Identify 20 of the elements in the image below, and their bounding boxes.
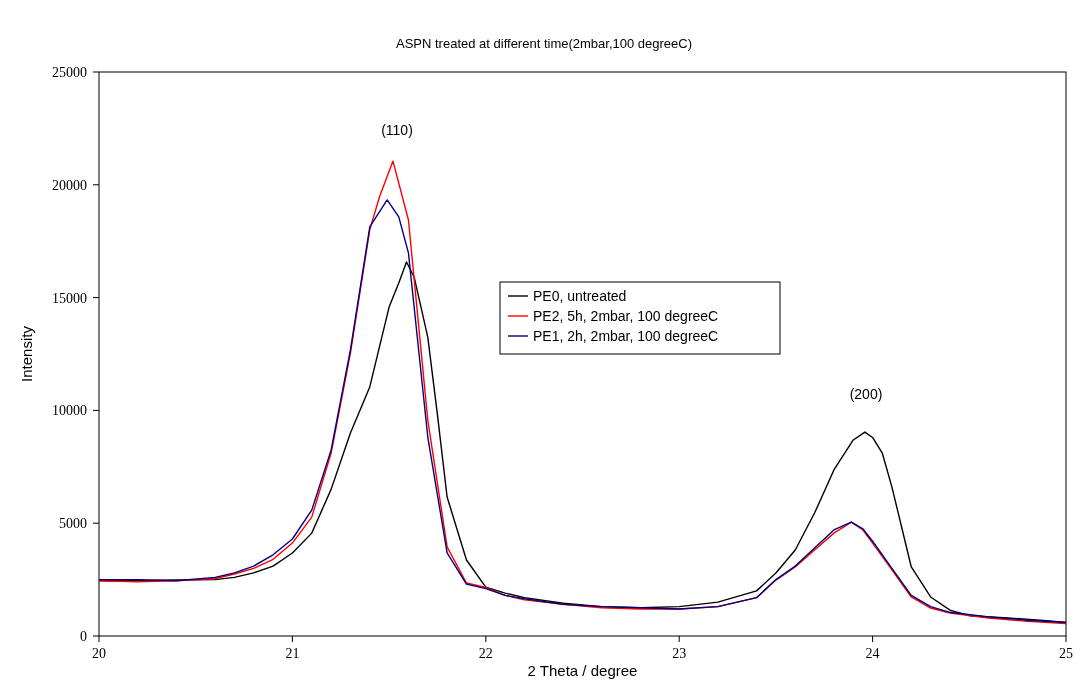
y-tick-label: 20000 [52,177,87,193]
y-tick-label: 25000 [52,65,87,80]
x-tick-label: 25 [1059,646,1073,661]
y-tick-label: 0 [80,629,87,644]
legend-label: PE2, 5h, 2mbar, 100 degreeC [533,308,719,324]
y-tick-label: 5000 [59,516,87,532]
y-axis-title: Intensity [18,325,35,382]
x-tick-label: 21 [285,646,300,661]
annotation: (200) [849,386,883,402]
x-tick-label: 20 [92,646,106,661]
x-axis-title: 2 Theta / degree [527,662,638,679]
x-tick-label: 24 [865,646,880,661]
x-tick-label: 23 [672,646,687,661]
x-tick-label: 22 [478,646,493,661]
y-tick-label: 15000 [52,290,87,306]
legend-label: PE1, 2h, 2mbar, 100 degreeC [533,328,719,344]
annotation: (110) [381,122,413,138]
chart-title: ASPN treated at different time(2mbar,100 degreeC) [395,36,693,51]
y-tick-label: 10000 [52,403,87,419]
legend-label: PE0, untreated [533,288,627,304]
